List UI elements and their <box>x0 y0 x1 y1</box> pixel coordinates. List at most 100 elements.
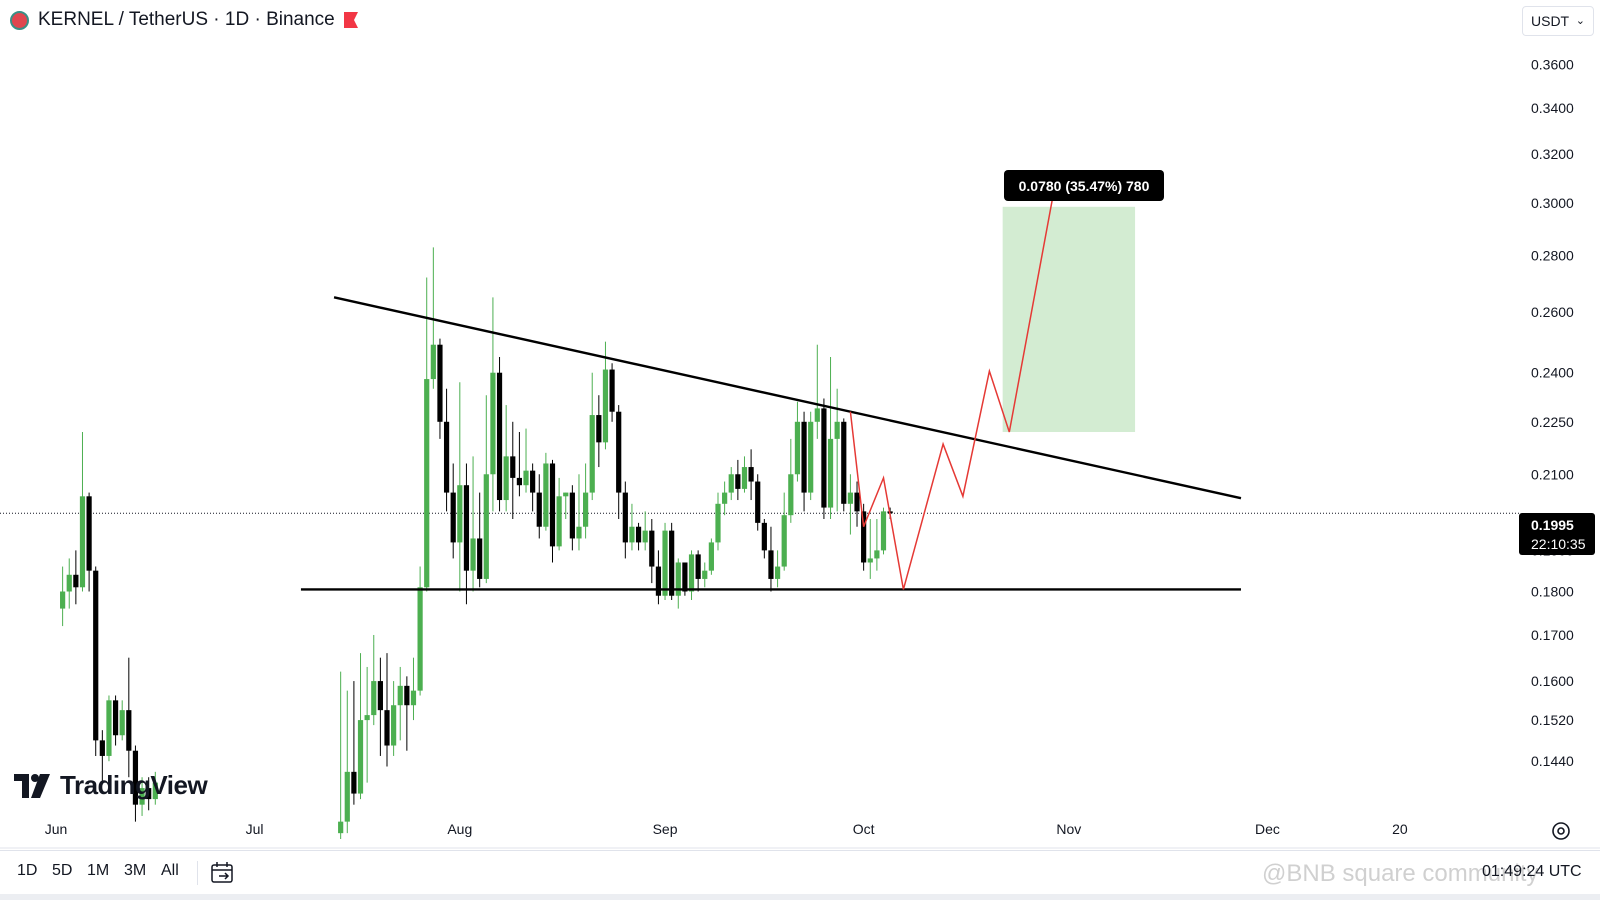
price-tick-label: 0.3000 <box>1531 195 1574 211</box>
time-tick-label: Jun <box>45 821 68 837</box>
candle-up <box>722 492 728 504</box>
candle-up <box>741 467 748 489</box>
time-tick-label: 20 <box>1392 821 1408 837</box>
candle-up <box>715 503 721 543</box>
candle-down <box>695 554 701 579</box>
candle-down <box>510 456 516 478</box>
candle-up <box>834 421 840 439</box>
candle-up <box>503 456 509 501</box>
candle-down <box>536 492 542 527</box>
price-tick-label: 0.1440 <box>1531 753 1574 769</box>
red-flag-icon[interactable] <box>344 12 358 28</box>
candle-up <box>119 710 125 736</box>
candle-up <box>794 421 801 475</box>
candle-up <box>814 408 820 422</box>
price-chart[interactable]: 0.14400.15200.16000.17000.18000.19000.21… <box>0 0 1600 850</box>
bottom-toolbar: 1D 5D 1M 3M All @BNB square community 01… <box>0 850 1600 895</box>
tradingview-logo-text: TradingView <box>60 770 208 800</box>
candle-up <box>808 421 814 493</box>
candle-down <box>530 470 536 493</box>
candle-up <box>563 492 569 497</box>
date-range-calendar-icon[interactable] <box>210 861 236 885</box>
candle-up <box>847 492 853 504</box>
candle-down <box>801 421 807 493</box>
candle-down <box>735 474 741 489</box>
candle-up <box>371 681 377 716</box>
candle-down <box>649 530 655 567</box>
candle-down <box>146 788 152 800</box>
target-zone-rect <box>1002 206 1136 433</box>
projection-path <box>849 181 1057 590</box>
watermark-text: @BNB square community <box>1262 860 1539 887</box>
axis-settings-gear-icon[interactable] <box>1552 822 1570 840</box>
current-price-label: 0.1995 22:10:35 <box>1519 513 1595 555</box>
candle-down <box>99 740 105 756</box>
candle-up <box>483 474 489 579</box>
candle-up <box>344 771 350 822</box>
price-tick-label: 0.3600 <box>1531 56 1574 72</box>
price-tick-label: 0.1700 <box>1531 627 1574 643</box>
candle-up <box>66 574 72 592</box>
candle-up <box>357 720 364 794</box>
symbol-title[interactable]: KERNEL / TetherUS · 1D · Binance <box>38 9 335 30</box>
time-tick-label: Oct <box>853 821 875 837</box>
current-price-value: 0.1995 <box>1531 517 1574 533</box>
candle-down <box>443 421 450 493</box>
time-tick-label: Nov <box>1056 821 1081 837</box>
candle-up <box>688 554 695 592</box>
candle-down <box>450 492 456 543</box>
price-tick-label: 0.3400 <box>1531 100 1574 116</box>
price-tick-label: 0.2800 <box>1531 247 1574 263</box>
currency-select[interactable]: USDT ⌄ <box>1522 6 1594 36</box>
range-5d-button[interactable]: 5D <box>52 862 73 879</box>
candle-down <box>748 467 754 482</box>
price-tick-label: 0.2100 <box>1531 466 1574 482</box>
candle-up <box>490 372 496 475</box>
measurement-label-text: 0.0780 (35.47%) 780 <box>1019 178 1150 194</box>
candle-up <box>708 542 714 571</box>
range-3m-button[interactable]: 3M <box>124 862 147 879</box>
candle-up <box>424 379 430 588</box>
candle-up <box>874 550 880 559</box>
price-tick-label: 0.2250 <box>1531 414 1574 430</box>
candle-up <box>880 511 887 551</box>
price-tick-label: 0.1800 <box>1531 584 1574 600</box>
bottom-edge-strip <box>0 894 1600 900</box>
candle-up <box>397 685 403 706</box>
candle-up <box>589 415 595 493</box>
candle-up <box>430 344 436 380</box>
time-axis[interactable]: Jun Jul Aug Sep Oct Nov Dec 20 <box>45 821 1408 837</box>
candle-up <box>788 474 794 516</box>
candle-down <box>821 408 827 508</box>
candle-up <box>417 587 423 691</box>
candle-up <box>60 591 66 609</box>
range-1d-button[interactable]: 1D <box>17 862 38 879</box>
time-tick-label: Aug <box>447 821 472 837</box>
candle-down <box>682 562 688 592</box>
candle-down <box>126 710 132 751</box>
range-1m-button[interactable]: 1M <box>87 862 110 879</box>
candle-up <box>106 700 112 756</box>
toolbar-divider <box>197 861 198 885</box>
candle-up <box>728 474 734 493</box>
tradingview-logo-mark-icon <box>14 774 50 798</box>
price-tick-label: 0.1520 <box>1531 712 1574 728</box>
candle-up <box>629 526 635 543</box>
candle-up <box>139 788 145 805</box>
price-tick-label: 0.1600 <box>1531 673 1574 689</box>
candle-down <box>861 511 867 563</box>
candle-down <box>761 522 767 551</box>
projection-layer[interactable] <box>849 181 1057 590</box>
trendlines-layer[interactable] <box>300 296 1242 591</box>
price-axis[interactable]: 0.14400.15200.16000.17000.18000.19000.21… <box>1531 56 1574 769</box>
candle-down <box>73 574 79 588</box>
candle-up <box>338 821 344 834</box>
candle-up <box>675 562 681 596</box>
candles-layer <box>60 247 893 839</box>
utc-clock[interactable]: 01:49:24 UTC <box>1482 863 1582 880</box>
target-zone-layer[interactable] <box>1002 206 1136 433</box>
candle-down <box>351 771 357 794</box>
candle-up <box>410 690 417 706</box>
candle-down <box>112 700 119 736</box>
range-all-button[interactable]: All <box>161 862 179 879</box>
